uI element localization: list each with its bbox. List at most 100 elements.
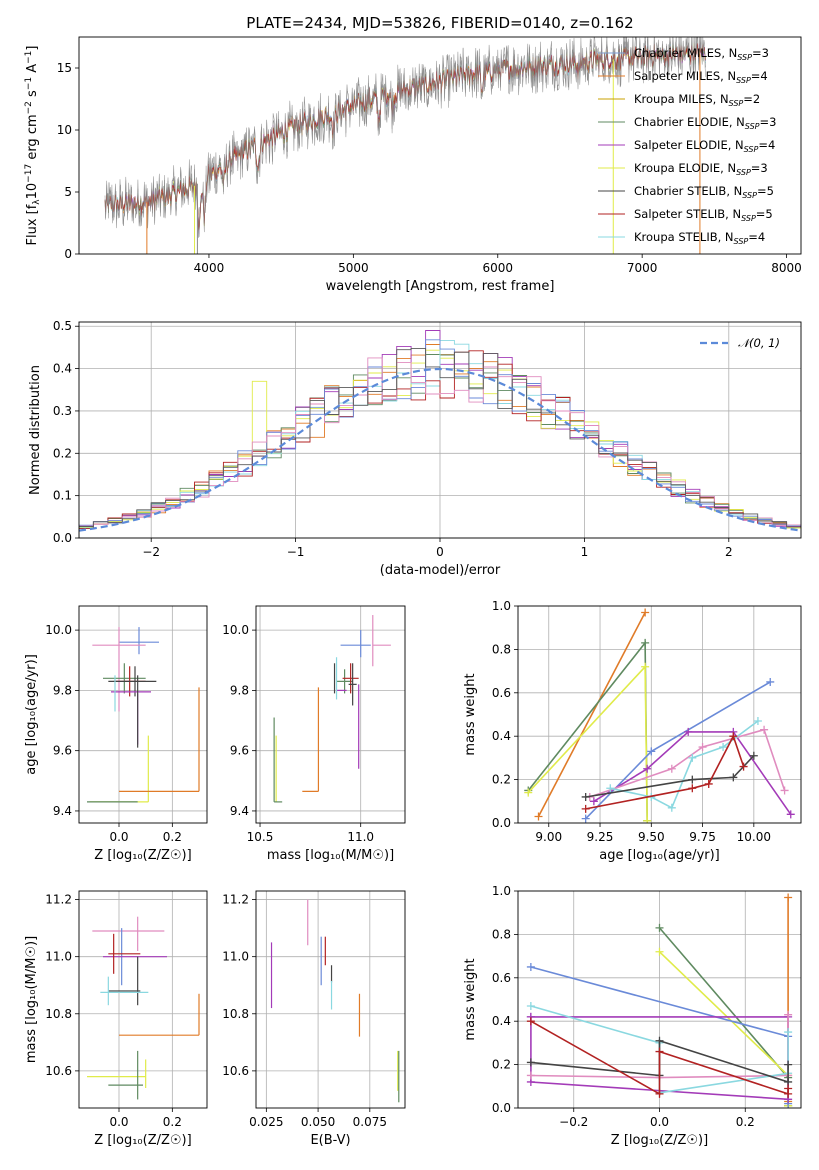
massweight-point-marker [589,797,598,806]
massweight-point-marker [655,1036,664,1045]
y-tick-label: 1.0 [492,599,511,613]
x-tick-label: 0.025 [249,1115,283,1129]
massweight-point-marker [688,784,697,793]
y-tick-label: 1.0 [492,884,511,898]
legend-label-sub: SSP [737,53,752,62]
legend-gaussian-label: 𝒩(0, 1) [738,336,780,350]
legend-label: Kroupa ELODIE, NSSP=3 [634,161,768,177]
y-tick-label: 0.0 [492,816,511,830]
x-axis-label: mass [log₁₀(M/M☉)] [267,848,394,863]
legend-top: Chabrier MILES, NSSP=3 Salpeter MILES, NS… [598,46,776,246]
x-tick-label: −0.2 [559,1115,588,1129]
massweight-point-marker [643,764,652,773]
y-tick-label: 10.0 [222,623,249,637]
legend-label: Salpeter STELIB, NSSP=5 [634,207,773,223]
legend-label-sub: SSP [736,168,751,177]
legend-label: Salpeter ELODIE, NSSP=4 [634,138,775,154]
y-tick-label: 0.1 [53,489,72,503]
x-tick-label: 10.00 [737,830,771,844]
legend-label-tail: =3 [752,46,769,60]
x-tick-label: 0.0 [109,830,128,844]
x-tick-label: 0.0 [109,1115,128,1129]
massweight-point-marker [655,1047,664,1056]
axes-residuals: −2 −1 0 1 2 0.0 0.1 0.2 0.3 0.4 0.5 (data-model)/er… [28,319,802,578]
y-tick-label: 0.6 [492,686,511,700]
massweight-point-marker [655,1089,664,1098]
massweight-point-marker [784,893,793,902]
massweight-point-marker [688,753,697,762]
massweight-series-line [610,720,759,809]
massweight-point-marker [780,786,789,795]
axes-age-massweight: 9.00 9.25 9.50 9.75 10.00 0.0 0.2 0.4 0.6 0.8 1.0 a… [463,599,802,863]
x-axis-label: wavelength [Angstrom, rest frame] [326,279,555,294]
y-tick-label: 11.2 [222,893,249,907]
massweight-point-marker [784,1028,793,1037]
plot-area-z-mass [87,916,200,1100]
plot-area-z-massweight [526,893,793,1108]
axes-frame [78,321,802,539]
x-tick-label: 0.2 [736,1115,755,1129]
legend-label: Chabrier MILES, NSSP=3 [634,46,769,62]
plot-area-z-age [87,627,200,803]
y-tick-label: 11.0 [222,950,249,964]
legend-label-text: Chabrier ELODIE, N [634,115,745,129]
axes-z-mass: 0.0 0.2 10.6 10.8 11.0 11.2 Z [log₁₀(Z/Z☉)] mas… [24,890,208,1148]
y-tick-label: 0.0 [53,531,72,545]
x-tick-label: 9.00 [535,830,562,844]
legend-label: Chabrier STELIB, NSSP=5 [634,184,774,200]
x-tick-label: 7000 [627,261,658,275]
y-tick-label: 0.2 [492,1058,511,1072]
massweight-point-marker [524,788,533,797]
y-axis-label: Normed distribution [28,365,43,495]
x-tick-label: 11.0 [347,830,374,844]
legend-label-tail: =5 [756,207,773,221]
legend-label: Chabrier ELODIE, NSSP=3 [634,115,776,131]
legend-label-text: Salpeter ELODIE, N [634,138,744,152]
x-tick-label: 4000 [194,261,225,275]
plot-area-mass-age [273,615,391,803]
x-axis-label: (data-model)/error [380,563,501,578]
y-tick-label: 0.8 [492,927,511,941]
axes-z-age: 0.0 0.2 9.4 9.6 9.8 10.0 Z [log₁₀(Z/Z☉)] age [l… [24,605,208,863]
legend-label-sub: SSP [734,237,749,246]
axes-frame [78,890,208,1109]
x-tick-label: 1 [581,545,589,559]
x-tick-label: 5000 [338,261,369,275]
massweight-point-marker [526,1017,535,1026]
massweight-point-marker [688,775,697,784]
massweight-point-marker [606,784,615,793]
legend-label-text: Kroupa MILES, N [634,92,729,106]
massweight-point-marker [526,1071,535,1080]
y-tick-label: 0.5 [53,319,72,333]
x-axis-label: age [log₁₀(age/yr)] [599,848,720,863]
x-tick-label: 6000 [482,261,513,275]
x-tick-label: −2 [142,545,160,559]
y-tick-label: 0.0 [492,1101,511,1115]
massweight-point-marker [581,792,590,801]
legend-label-tail: =2 [743,92,760,106]
massweight-point-marker [719,743,728,752]
massweight-series-line [527,664,648,821]
y-tick-label: 0.6 [492,971,511,985]
axes-mass-age: 10.5 11.0 9.4 9.6 9.8 10.0 mass [log₁₀(M/M☉)] [222,605,406,863]
massweight-point-marker [784,1060,793,1069]
massweight-point-marker [641,608,650,617]
massweight-series-line [585,681,771,820]
y-axis-label: mass weight [463,673,478,755]
legend-label-sub: SSP [736,76,751,85]
massweight-point-marker [647,747,656,756]
y-tick-label: 9.8 [53,683,72,697]
y-axis-label: age [log₁₀(age/yr)] [24,654,39,775]
legend-label-tail: =5 [757,184,774,198]
y-axis-label-part: λ [32,199,42,205]
legend-label: Salpeter MILES, NSSP=4 [634,69,768,85]
plot-area-residuals [79,330,801,538]
massweight-point-marker [786,810,795,819]
axes-ebv-mass: 0.025 0.050 0.075 10.6 10.8 11.0 11.2 E(B-V) [222,890,406,1148]
legend-label-sub: SSP [729,99,744,108]
massweight-point-marker [581,814,590,823]
legend-label-tail: =3 [760,115,777,129]
axes-frame [517,605,802,824]
y-tick-label: 0.2 [53,446,72,460]
